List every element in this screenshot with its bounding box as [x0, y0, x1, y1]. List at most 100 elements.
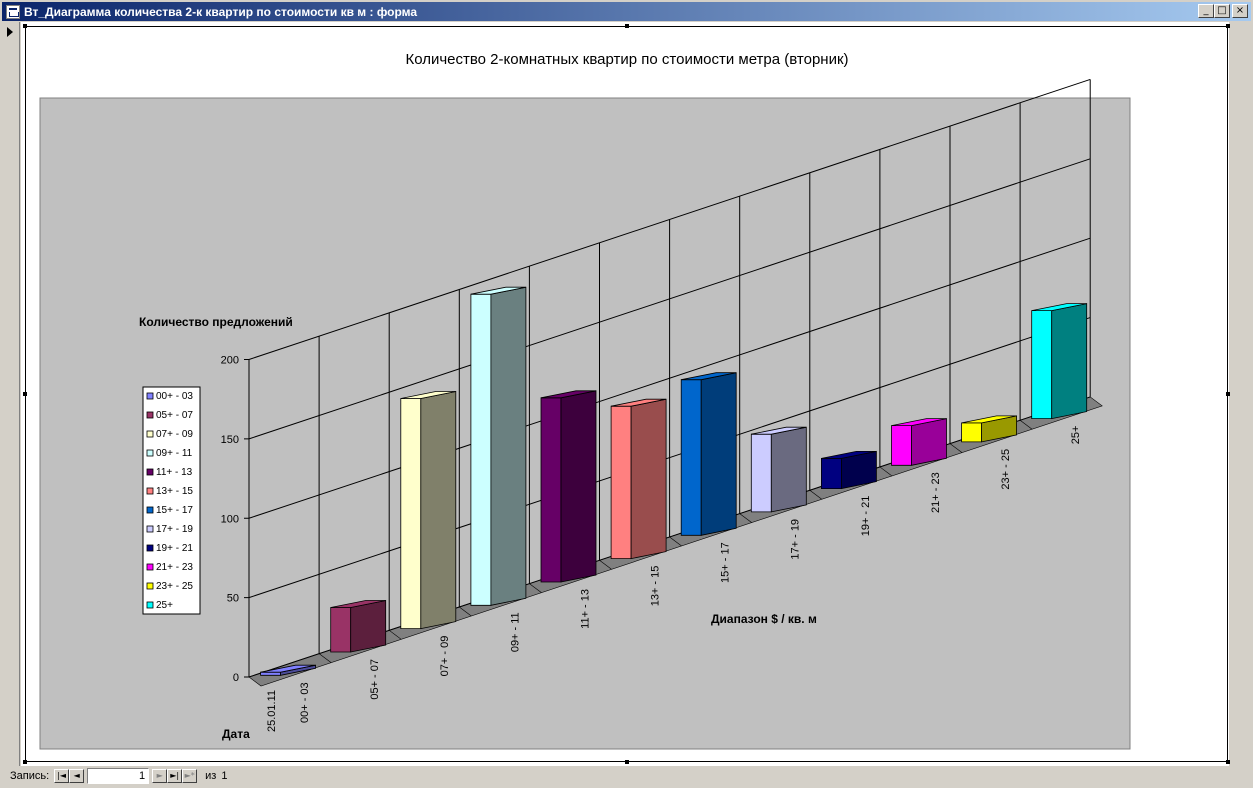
legend-swatch — [146, 487, 154, 495]
total-records: 1 — [221, 770, 228, 782]
z-axis-title: Дата — [222, 727, 250, 741]
legend: 00+ - 03 05+ - 07 07+ - 09 09+ - 11 11+ - 13… — [142, 386, 201, 615]
x-tick-label: 07+ - 09 — [439, 636, 451, 677]
new-record-button[interactable]: ►* — [182, 769, 198, 783]
legend-swatch — [146, 449, 154, 457]
bar-top — [470, 286, 526, 295]
first-record-button[interactable]: |◄ — [54, 769, 70, 783]
legend-swatch — [146, 392, 154, 400]
row-label: 25.01.11 — [266, 690, 278, 732]
bar-front — [961, 422, 982, 443]
resize-handle — [23, 392, 27, 396]
legend-swatch — [146, 582, 154, 590]
bar-top — [611, 398, 667, 407]
bar-side — [911, 418, 947, 466]
floor-divider — [879, 466, 893, 477]
y-tick-label: 100 — [221, 513, 239, 525]
bar-front — [891, 425, 912, 466]
legend-label: 00+ - 03 — [156, 391, 193, 402]
bar — [1031, 303, 1088, 420]
floor-divider — [1019, 420, 1033, 430]
form-icon[interactable] — [6, 4, 20, 19]
legend-label: 15+ - 17 — [156, 505, 193, 516]
legend-label: 13+ - 15 — [156, 486, 193, 497]
legend-swatch — [146, 544, 154, 552]
x-tick-label: 23+ - 25 — [1000, 449, 1012, 490]
legend-label: 17+ - 19 — [156, 524, 193, 535]
x-tick-label: 11+ - 13 — [579, 589, 591, 629]
close-button[interactable]: × — [1232, 4, 1248, 18]
x-tick-label: 05+ - 07 — [369, 659, 381, 700]
legend-label: 05+ - 07 — [156, 410, 193, 421]
legend-swatch — [146, 468, 154, 476]
y-tick-label: 0 — [233, 672, 239, 684]
title-bar[interactable]: Вт_Диаграмма количества 2-к квартир по с… — [2, 2, 1251, 21]
legend-swatch — [146, 411, 154, 419]
x-tick-label: 13+ - 15 — [650, 566, 662, 607]
bar-top — [751, 426, 807, 435]
bar — [400, 391, 457, 630]
current-record-arrow-icon — [7, 27, 13, 37]
bar-top — [540, 390, 597, 399]
x-tick-label: 25+ — [1070, 426, 1082, 445]
bar — [891, 418, 947, 466]
window-controls: _ □ × — [1198, 4, 1248, 18]
legend-label: 09+ - 11 — [156, 448, 193, 459]
resize-handle — [23, 24, 27, 28]
bar-front — [680, 379, 702, 536]
x-tick-label: 15+ - 17 — [720, 542, 732, 583]
bar-front — [610, 405, 632, 559]
resize-handle — [625, 760, 629, 764]
floor-divider — [459, 606, 472, 617]
record-label: Запись: — [10, 770, 50, 782]
legend-label: 07+ - 09 — [156, 429, 193, 440]
bar-top — [821, 450, 877, 459]
legend-swatch — [146, 430, 154, 438]
chart-title: Количество 2-комнатных квартир по стоимо… — [405, 51, 848, 68]
bar-top — [330, 600, 386, 608]
floor-divider — [318, 653, 332, 663]
legend-swatch — [146, 563, 154, 571]
bar — [470, 286, 527, 606]
bar-top — [260, 664, 316, 673]
previous-record-button[interactable]: ◄ — [69, 769, 85, 783]
minimize-button[interactable]: _ — [1198, 4, 1214, 18]
floor-divider — [529, 583, 542, 593]
floor-divider — [389, 630, 402, 640]
bar-side — [1051, 303, 1088, 420]
floor-divider — [599, 560, 612, 570]
bar-side — [700, 372, 737, 536]
maximize-button[interactable]: □ — [1214, 4, 1230, 18]
x-tick-label: 17+ - 19 — [790, 519, 802, 560]
next-record-button[interactable]: ► — [152, 769, 168, 783]
legend-label: 11+ - 13 — [156, 467, 193, 478]
of-label: из — [205, 770, 217, 782]
bar-side — [420, 391, 457, 630]
bar — [330, 600, 387, 653]
bar-side — [630, 398, 667, 560]
last-record-button[interactable]: ►| — [167, 769, 183, 783]
y-tick-label: 50 — [227, 593, 239, 605]
bar-top — [400, 391, 456, 399]
x-tick-label: 00+ - 03 — [299, 682, 311, 723]
x-tick-label: 19+ - 21 — [860, 496, 872, 537]
legend-swatch — [146, 506, 154, 514]
bar-front — [470, 293, 492, 606]
floor-divider — [949, 443, 963, 453]
x-axis-title: Диапазон $ / кв. м — [711, 612, 817, 626]
legend-swatch — [146, 601, 154, 609]
legend-label: 19+ - 21 — [156, 543, 193, 554]
bar-top — [961, 415, 1017, 424]
bar-front — [330, 607, 352, 653]
record-selector[interactable] — [2, 22, 20, 766]
legend-label: 25+ — [156, 600, 173, 611]
bar — [680, 372, 737, 536]
bar — [821, 450, 877, 490]
floor-divider — [739, 513, 752, 523]
x-tick-label: 09+ - 11 — [509, 612, 521, 652]
bar-front — [1031, 310, 1053, 420]
record-number-input[interactable]: 1 — [87, 768, 150, 784]
bar-front — [260, 671, 282, 676]
